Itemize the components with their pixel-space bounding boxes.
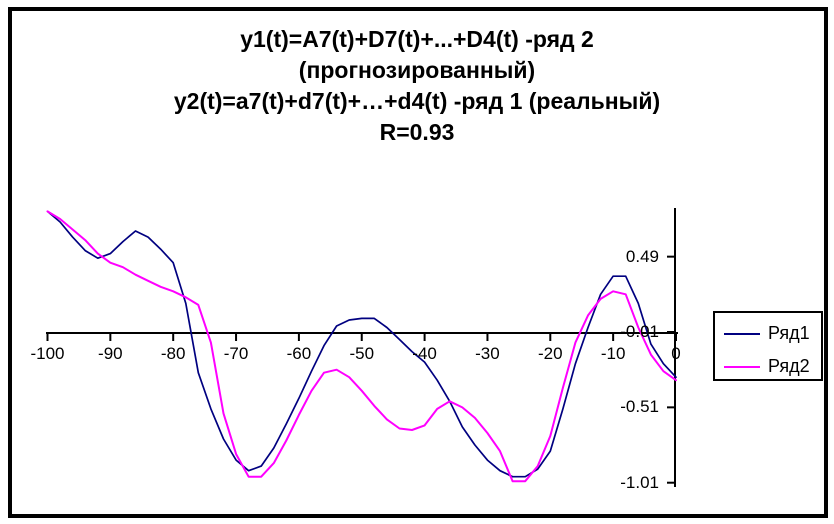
legend: Ряд1 Ряд2	[713, 311, 823, 381]
title-line-1: y1(t)=A7(t)+D7(t)+...+D4(t) -ряд 2	[240, 26, 594, 52]
series-line-ряд2	[46, 210, 677, 483]
x-tick-label: -100	[30, 344, 65, 363]
legend-entry-ryad2: Ряд2	[715, 350, 821, 383]
legend-entry-ryad1: Ряд1	[715, 317, 821, 350]
x-tick-label: -90	[98, 344, 123, 363]
legend-line-sample-ryad2	[724, 365, 760, 368]
legend-line-sample-ryad1	[724, 332, 760, 335]
chart-title: y1(t)=A7(t)+D7(t)+...+D4(t) -ряд 2 (прог…	[10, 24, 824, 148]
x-tick-label: -20	[538, 344, 563, 363]
title-line-4: R=0.93	[379, 119, 455, 145]
series-line-ряд1	[46, 210, 677, 478]
legend-label-ryad1: Ряд1	[768, 323, 810, 343]
title-line-3: y2(t)=a7(t)+d7(t)+…+d4(t) -ряд 1 (реальн…	[173, 88, 661, 114]
legend-label-ryad2: Ряд2	[768, 356, 810, 376]
x-tick-label: -70	[223, 344, 249, 363]
title-line-2: (прогнозированный)	[298, 57, 536, 83]
x-tick-label: -10	[600, 344, 626, 363]
x-tick-label: -80	[160, 344, 186, 363]
y-tick-label: -0.51	[620, 397, 659, 417]
x-tick-label: -40	[412, 344, 437, 363]
x-tick-label: -30	[475, 344, 500, 363]
y-tick-label: -0.01	[620, 322, 659, 341]
y-tick-label: 0.49	[625, 246, 659, 266]
chart-border-frame	[8, 7, 828, 518]
x-tick-label: -60	[286, 344, 312, 363]
x-tick-label: 0	[671, 344, 681, 363]
y-tick-label: -1.01	[620, 472, 659, 492]
x-tick-label: -50	[349, 344, 375, 363]
